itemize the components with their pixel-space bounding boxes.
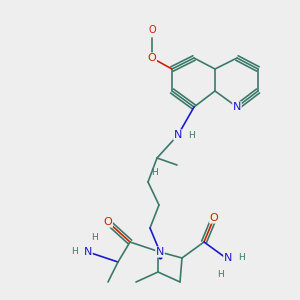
Text: N: N (233, 102, 241, 112)
Text: N: N (174, 130, 182, 140)
Text: O: O (148, 25, 156, 35)
Text: N: N (224, 253, 232, 263)
Text: O: O (148, 53, 156, 63)
Text: H: H (71, 248, 78, 256)
Text: H: H (152, 168, 158, 177)
Text: N: N (156, 247, 164, 257)
Text: H: H (91, 233, 98, 242)
Text: H: H (188, 131, 195, 140)
Text: H: H (238, 254, 245, 262)
Text: N: N (84, 247, 92, 257)
Text: O: O (103, 217, 112, 227)
Text: H: H (218, 270, 224, 279)
Text: O: O (210, 213, 218, 223)
